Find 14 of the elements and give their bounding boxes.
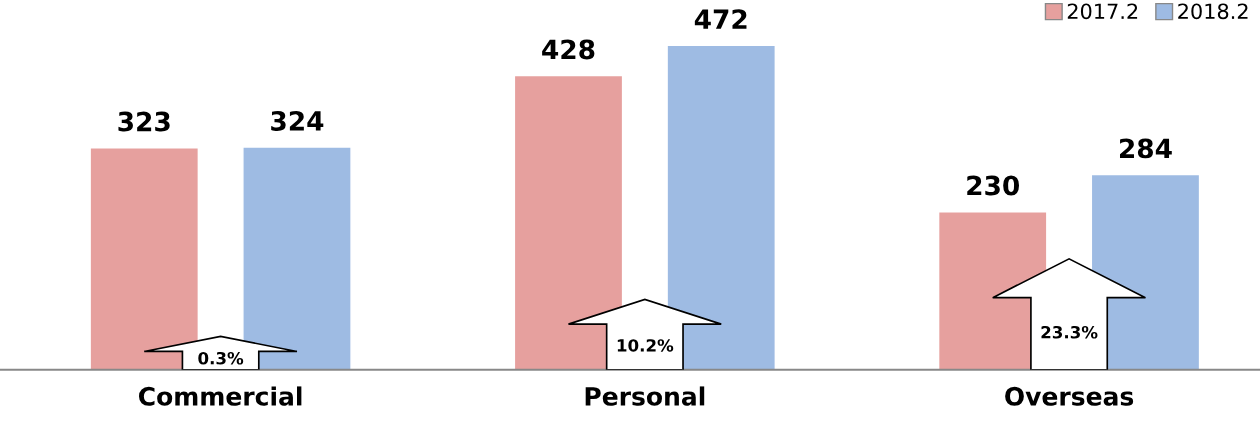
annotation: 10.2% <box>617 339 674 352</box>
data-label: 230 <box>967 175 1020 196</box>
x-tick-label: Overseas <box>1005 386 1134 406</box>
data-label: 284 <box>1120 138 1172 159</box>
data-label: 428 <box>542 39 595 60</box>
legend-label: 2018.2 <box>1178 3 1248 20</box>
x-tick-label: Personal <box>585 386 705 406</box>
annotation: 23.3% <box>1041 325 1098 339</box>
annotation: 0.3% <box>198 351 244 365</box>
data-label: 324 <box>271 110 324 131</box>
data-label: 472 <box>694 9 747 29</box>
data-label: 323 <box>118 111 170 132</box>
legend-label: 2017.2 <box>1067 3 1138 20</box>
x-tick-label: Commercial <box>138 386 302 406</box>
